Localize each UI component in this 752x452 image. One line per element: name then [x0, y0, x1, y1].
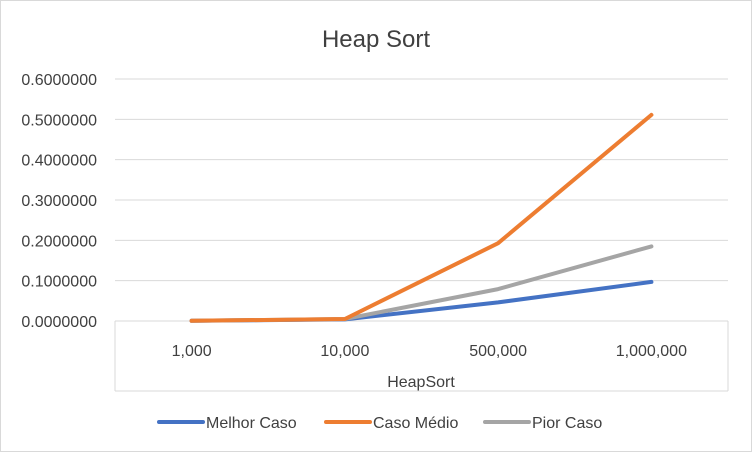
y-tick-label: 0.0000000: [21, 314, 97, 331]
x-tick-label: 1,000: [172, 343, 212, 360]
series-line: [189, 112, 654, 323]
y-tick-label: 0.2000000: [21, 233, 97, 250]
x-tick-label: 10,000: [320, 343, 369, 360]
series-lines: [189, 112, 654, 323]
gridlines: [115, 78, 728, 322]
chart-title: Heap Sort: [322, 26, 430, 53]
y-tick-label: 0.6000000: [21, 72, 97, 89]
legend-label: Pior Caso: [532, 415, 602, 432]
series-line: [189, 279, 654, 323]
x-tick-label: 500,000: [469, 343, 527, 360]
y-tick-label: 0.5000000: [21, 112, 97, 129]
y-tick-label: 0.1000000: [21, 274, 97, 291]
x-axis-title: HeapSort: [387, 374, 455, 391]
legend: Melhor Caso Caso Médio Pior Caso: [157, 415, 602, 432]
x-tick-label: 1,000,000: [616, 343, 687, 360]
legend-label: Caso Médio: [373, 415, 458, 432]
y-axis-ticks: 0.0000000 0.1000000 0.2000000 0.3000000 0.40…: [21, 72, 97, 331]
y-tick-label: 0.3000000: [21, 193, 97, 210]
legend-label: Melhor Caso: [206, 415, 297, 432]
y-tick-label: 0.4000000: [21, 153, 97, 170]
x-axis-ticks: 1,000 10,000 500,000 1,000,000: [172, 343, 687, 360]
category-axis-frame: [114, 321, 729, 392]
